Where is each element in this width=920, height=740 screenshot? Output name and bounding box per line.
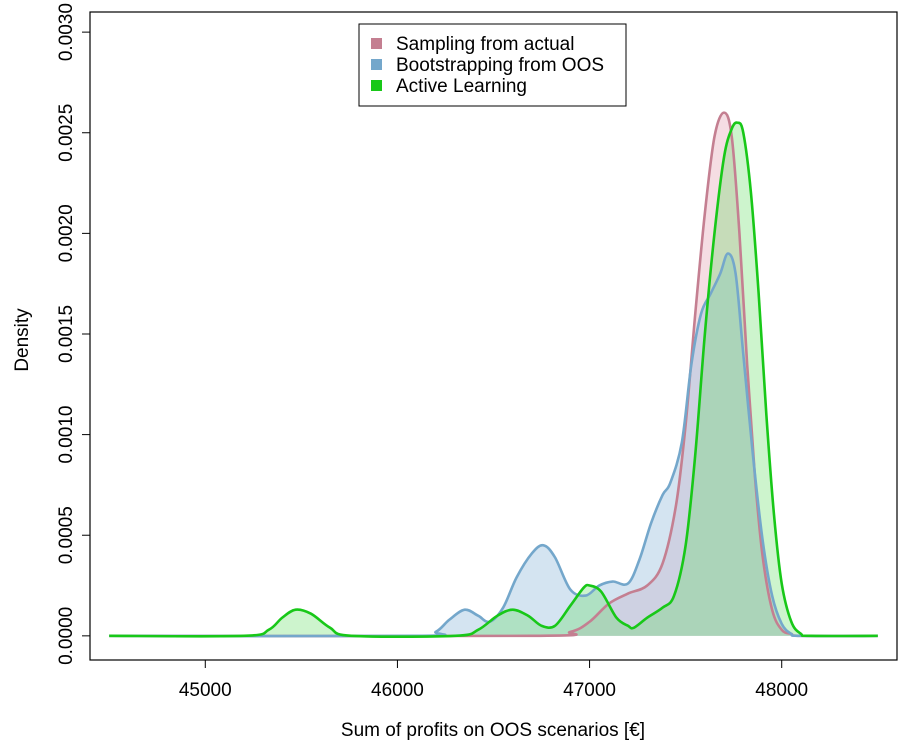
legend-label-bootstrapping-from-oos: Bootstrapping from OOS <box>396 55 604 76</box>
area-sampling-from-actual <box>109 112 878 637</box>
y-tick-label: 0.0015 <box>56 305 77 363</box>
y-tick-label: 0.0020 <box>56 204 77 262</box>
x-axis: 45000 46000 47000 48000 <box>179 660 808 701</box>
legend-box <box>358 23 627 107</box>
y-axis: 0.0000 0.0005 0.0010 0.0015 0.0020 0.0025 0.00… <box>56 3 90 665</box>
legend-swatch-sampling-from-actual <box>371 38 382 49</box>
legend-swatch-bootstrapping-from-oos <box>371 59 382 70</box>
y-tick-label: 0.0010 <box>56 406 77 464</box>
x-tick-label: 46000 <box>371 680 424 701</box>
legend-label-active-learning: Active Learning <box>396 76 527 97</box>
legend-label-sampling-from-actual: Sampling from actual <box>396 34 574 55</box>
line-active-learning <box>109 121 878 639</box>
y-tick-label: 0.0005 <box>56 506 77 564</box>
legend-swatch-active-learning <box>371 80 382 91</box>
y-tick-label: 0.0025 <box>56 104 77 162</box>
y-axis-title: Density <box>12 308 33 372</box>
y-tick-label: 0.0030 <box>56 3 77 61</box>
x-tick-label: 47000 <box>563 680 616 701</box>
y-tick-label: 0.0000 <box>56 607 77 665</box>
x-tick-label: 45000 <box>179 680 232 701</box>
x-axis-title: Sum of profits on OOS scenarios [€] <box>341 720 645 740</box>
line-bootstrapping-from-oos <box>109 252 878 638</box>
x-tick-label: 48000 <box>755 680 808 701</box>
line-sampling-from-actual <box>109 111 878 638</box>
plot-frame <box>89 11 898 661</box>
density-lines <box>109 111 878 639</box>
area-active-learning <box>109 122 878 637</box>
